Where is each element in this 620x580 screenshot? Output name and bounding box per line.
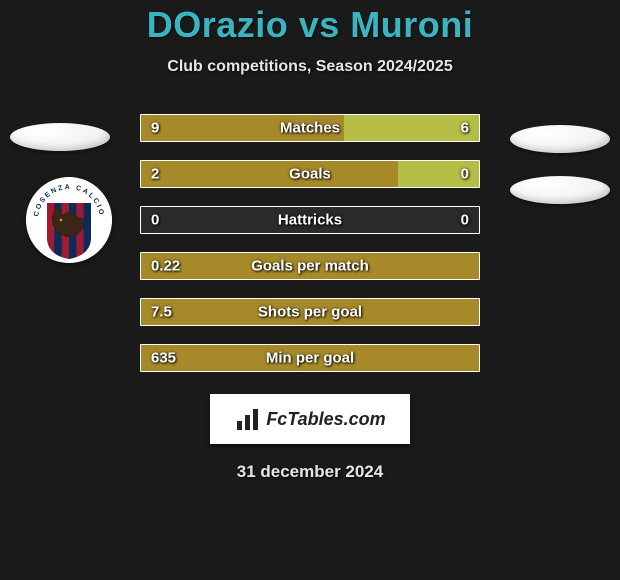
row-label: Min per goal xyxy=(266,350,354,367)
stat-row: 635 Min per goal xyxy=(140,344,480,372)
stat-row: 7.5 Shots per goal xyxy=(140,298,480,326)
bar-left xyxy=(141,161,398,187)
stat-row: 0.22 Goals per match xyxy=(140,252,480,280)
value-left: 9 xyxy=(151,120,159,137)
row-label: Hattricks xyxy=(278,212,342,229)
value-right: 6 xyxy=(461,120,469,137)
placeholder-oval-right-1 xyxy=(510,125,610,153)
row-label: Matches xyxy=(280,120,340,137)
stat-row: 9 6 Matches xyxy=(140,114,480,142)
banner-text: FcTables.com xyxy=(266,409,385,430)
page-title: DOrazio vs Muroni xyxy=(147,4,474,46)
page-subtitle: Club competitions, Season 2024/2025 xyxy=(167,58,452,76)
club-crest: COSENZA CALCIO xyxy=(26,177,112,263)
value-left: 2 xyxy=(151,166,159,183)
placeholder-oval-right-2 xyxy=(510,176,610,204)
row-label: Goals xyxy=(289,166,331,183)
stats-chart: 9 6 Matches 2 0 Goals 0 0 Hattricks 0.22 Goals per… xyxy=(140,114,480,372)
stat-row: 0 0 Hattricks xyxy=(140,206,480,234)
value-left: 7.5 xyxy=(151,304,172,321)
bar-right xyxy=(344,115,479,141)
row-label: Goals per match xyxy=(251,258,369,275)
bars-logo-icon xyxy=(234,405,262,433)
stat-row: 2 0 Goals xyxy=(140,160,480,188)
fctables-banner: FcTables.com xyxy=(210,394,410,444)
value-right: 0 xyxy=(461,166,469,183)
placeholder-oval-left xyxy=(10,123,110,151)
row-label: Shots per goal xyxy=(258,304,362,321)
value-left: 0.22 xyxy=(151,258,180,275)
crest-svg: COSENZA CALCIO xyxy=(26,177,112,263)
value-left: 0 xyxy=(151,212,159,229)
value-right: 0 xyxy=(461,212,469,229)
date-label: 31 december 2024 xyxy=(237,462,384,482)
value-left: 635 xyxy=(151,350,176,367)
